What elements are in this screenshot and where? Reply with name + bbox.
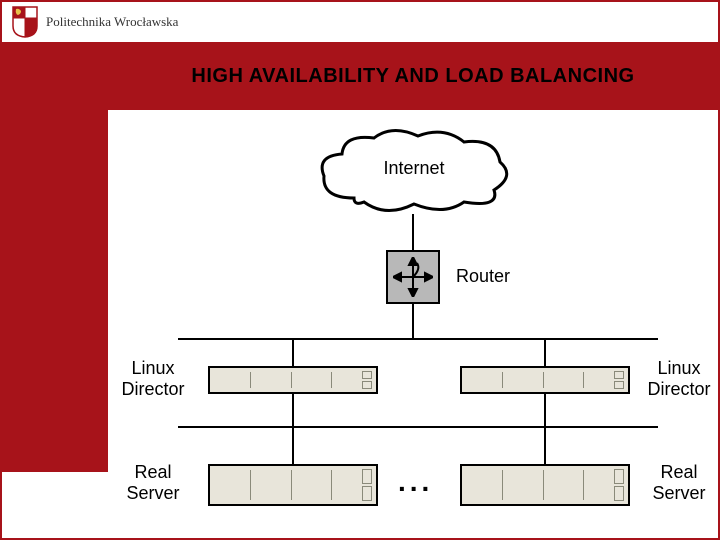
network-diagram: Internet Router LinuxDirector LinuxDirector…	[108, 110, 718, 538]
title-zone: HIGH AVAILABILITY AND LOAD BALANCING	[2, 42, 718, 110]
router-node	[386, 250, 440, 304]
slide: Politechnika Wrocławska HIGH AVAILABILIT…	[0, 0, 720, 540]
ellipsis: ...	[398, 466, 433, 498]
content-area: Internet Router LinuxDirector LinuxDirector…	[108, 110, 718, 538]
connector-line	[544, 338, 546, 366]
connector-line	[292, 426, 294, 464]
ld_left-label: LinuxDirector	[114, 358, 192, 399]
rs_left-node	[208, 464, 378, 506]
bus-line	[178, 426, 658, 428]
ld_left-node	[208, 366, 378, 394]
router-arrows-icon	[393, 257, 433, 297]
header: Politechnika Wrocławska	[2, 2, 718, 42]
ld_right-node	[460, 366, 630, 394]
rs_right-node	[460, 464, 630, 506]
internet-label: Internet	[314, 158, 514, 179]
rs_left-label: RealServer	[114, 462, 192, 503]
connector-line	[544, 426, 546, 464]
connector-line	[292, 394, 294, 426]
logo-shield-icon	[12, 6, 38, 38]
connector-line	[412, 304, 414, 338]
connector-line	[292, 338, 294, 366]
connector-line	[412, 214, 414, 250]
red-side-block	[2, 42, 108, 472]
rs_right-label: RealServer	[640, 462, 718, 503]
slide-title: HIGH AVAILABILITY AND LOAD BALANCING	[191, 65, 634, 88]
router-label: Router	[456, 266, 510, 287]
title-box: HIGH AVAILABILITY AND LOAD BALANCING	[108, 42, 718, 110]
org-name: Politechnika Wrocławska	[46, 14, 178, 30]
connector-line	[544, 394, 546, 426]
bus-line	[178, 338, 658, 340]
ld_right-label: LinuxDirector	[640, 358, 718, 399]
